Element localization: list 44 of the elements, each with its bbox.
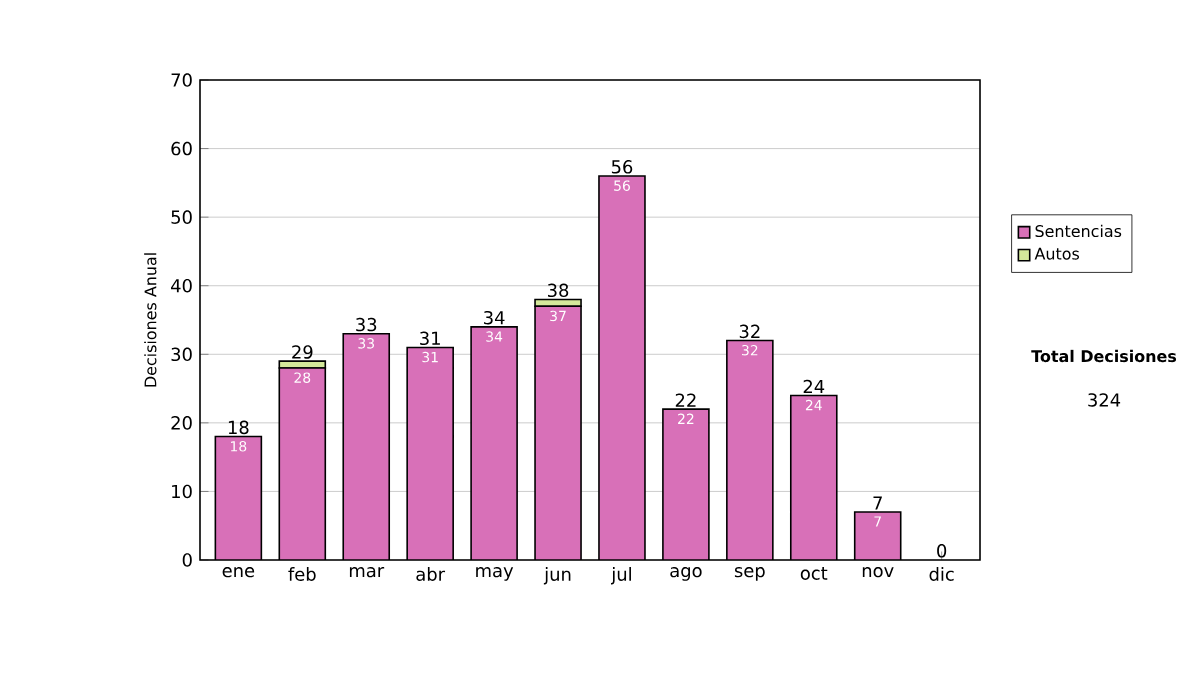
bar [662,409,709,560]
x-tick-label: feb [288,567,316,581]
y-tick-label: 60 [171,141,192,156]
bar [471,326,518,560]
y-tick-label: 10 [172,484,192,499]
total-label: 38 [548,283,569,298]
x-tick-label: ene [222,567,255,578]
total-label: 0 [937,544,947,558]
x-tick-label: jul [611,567,631,585]
y-tick-label: 30 [171,347,192,362]
x-tick-label: abr [416,567,446,581]
total-label: 32 [739,324,760,339]
x-tick-label: sep [734,567,765,581]
total-label: 22 [675,393,696,407]
y-tick-label: 40 [171,278,192,293]
x-tick-label: oct [800,567,828,580]
bar [598,176,645,560]
x-tick-label: may [476,567,514,581]
total-label: 29 [292,345,313,359]
y-tick-label: 20 [171,416,192,430]
total-label: 56 [611,160,633,174]
y-tick-label: 50 [171,210,192,224]
bar [726,340,773,560]
bar [407,347,454,560]
x-tick-label: nov [862,567,894,578]
bar [535,306,582,560]
y-tick-label: 70 [171,73,192,87]
total-label: 7 [873,496,882,510]
x-tick-label: jun [543,567,571,585]
bar [279,368,326,560]
bar [790,395,837,560]
x-tick-label: dic [929,567,954,581]
x-tick-label: mar [349,567,385,578]
text: 324 [1088,393,1121,407]
bar [853,511,902,560]
bar [215,436,262,560]
bar [343,333,390,560]
x-tick-label: ago [670,567,702,581]
total-label: 24 [803,379,825,394]
total-label: 33 [356,317,377,332]
total-label: 31 [420,331,440,346]
total-label: 34 [484,310,505,325]
y-tick-label: 0 [182,553,192,567]
total-label: 18 [228,420,249,435]
